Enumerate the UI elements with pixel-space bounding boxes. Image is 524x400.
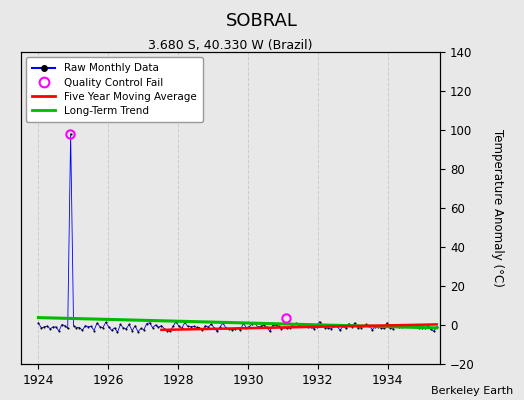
Text: SOBRAL: SOBRAL (226, 12, 298, 30)
Text: Berkeley Earth: Berkeley Earth (431, 386, 514, 396)
Y-axis label: Temperature Anomaly (°C): Temperature Anomaly (°C) (492, 129, 504, 287)
Legend: Raw Monthly Data, Quality Control Fail, Five Year Moving Average, Long-Term Tren: Raw Monthly Data, Quality Control Fail, … (26, 57, 203, 122)
Title: 3.680 S, 40.330 W (Brazil): 3.680 S, 40.330 W (Brazil) (148, 39, 313, 52)
